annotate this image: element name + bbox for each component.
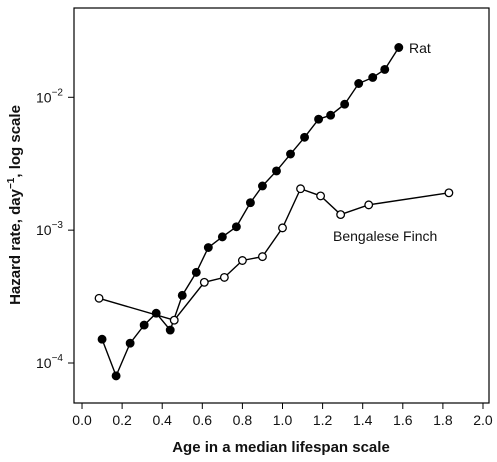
y-tick-base: 10 [36, 89, 52, 105]
data-point [217, 232, 227, 242]
y-axis-label: Hazard rate, day−1, log scale [6, 105, 24, 305]
data-point [336, 210, 346, 220]
data-point [258, 252, 267, 262]
data-point [364, 200, 374, 210]
data-point [314, 114, 324, 124]
x-tick-label: 0.6 [193, 412, 213, 428]
data-point [286, 149, 295, 159]
data-point [296, 184, 305, 194]
data-point [394, 43, 404, 52]
data-point [237, 256, 247, 265]
y-tick-label: 10−2 [36, 87, 63, 105]
data-point [272, 166, 281, 176]
data-point [326, 110, 336, 120]
y-tick-base: 10 [36, 355, 52, 371]
data-point [368, 73, 378, 82]
y-label-part: Hazard rate, day [7, 188, 24, 305]
data-point [139, 320, 149, 330]
data-point [354, 79, 364, 88]
data-point [97, 334, 107, 344]
y-label-part: , log scale [7, 105, 24, 178]
data-point [300, 132, 310, 142]
plot-frame [73, 7, 490, 404]
data-point [278, 223, 287, 233]
data-point [245, 198, 255, 208]
y-tick-exponent: −2 [52, 87, 64, 98]
y-tick-label: 10−3 [36, 220, 63, 238]
series-line [98, 187, 450, 322]
data-point [219, 272, 229, 282]
x-tick-label: 0.0 [72, 412, 92, 428]
x-tick-label: 0.8 [233, 412, 253, 428]
y-tick-exponent: −4 [52, 353, 64, 364]
y-tick-label: 10−4 [36, 353, 63, 371]
data-point [199, 277, 209, 287]
data-point [191, 267, 201, 277]
data-point [111, 371, 121, 381]
data-point [169, 315, 179, 325]
x-tick-label: 0.2 [112, 412, 132, 428]
data-point [165, 325, 175, 335]
data-point [316, 191, 326, 201]
y-tick-base: 10 [36, 222, 52, 238]
data-point [203, 243, 213, 252]
data-point [444, 188, 454, 198]
x-tick-label: 1.4 [353, 412, 373, 428]
x-tick-label: 1.6 [393, 412, 413, 428]
x-axis-label: Age in a median lifespan scale [172, 439, 390, 456]
data-point [380, 65, 390, 74]
data-point [340, 99, 350, 109]
y-label-superscript: −1 [6, 177, 17, 189]
x-tick-label: 1.0 [273, 412, 293, 428]
data-point [258, 181, 267, 191]
y-tick-exponent: −3 [52, 220, 64, 231]
series-label: Bengalese Finch [333, 228, 437, 244]
x-tick-label: 2.0 [473, 412, 493, 428]
data-point [231, 222, 241, 232]
data-point [125, 338, 135, 348]
data-point [94, 293, 104, 303]
x-tick-label: 1.2 [313, 412, 333, 428]
x-tick-label: 1.8 [433, 412, 453, 428]
series-label: Rat [409, 40, 431, 56]
x-tick-label: 0.4 [152, 412, 172, 428]
data-point [177, 290, 187, 300]
